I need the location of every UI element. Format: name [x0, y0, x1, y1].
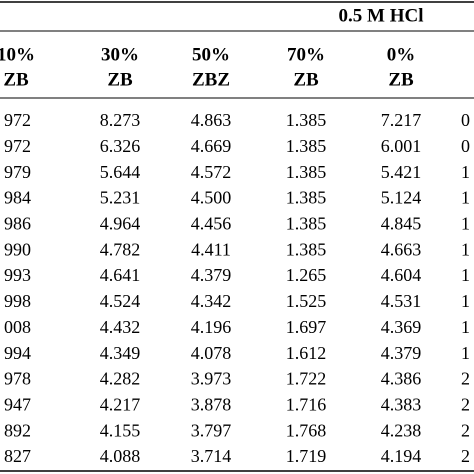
cell: 6.001 [381, 136, 422, 156]
cell: 1.265 [286, 265, 327, 285]
column-header: 70% [287, 44, 325, 65]
cell: 008 [4, 317, 31, 337]
cell: 4.194 [381, 446, 422, 466]
cell: 4.845 [381, 214, 422, 234]
cell: 998 [4, 291, 31, 311]
cell: 5.124 [381, 188, 422, 208]
column-header: 30% [101, 44, 139, 65]
cell: 1.719 [286, 446, 327, 466]
cell: 4.669 [191, 136, 232, 156]
cell: 3.878 [191, 394, 232, 414]
cell: 972 [4, 136, 31, 156]
cell: 1 [461, 239, 470, 259]
cell: 986 [4, 214, 31, 234]
column-header: ZB [293, 69, 319, 90]
cell: 1 [461, 291, 470, 311]
cell: 4.531 [381, 291, 422, 311]
cell: 4.078 [191, 343, 232, 363]
cell: 4.379 [381, 343, 422, 363]
cell: 1.385 [286, 136, 327, 156]
cell: 8.273 [100, 110, 141, 130]
cell: 4.196 [191, 317, 232, 337]
cell: 2 [461, 369, 470, 389]
cell: 892 [4, 420, 31, 440]
cell: 4.349 [100, 343, 141, 363]
cell: 4.379 [191, 265, 232, 285]
cell: 4.782 [100, 239, 141, 259]
cell: 1.525 [286, 291, 327, 311]
cell: 3.714 [191, 446, 232, 466]
cell: 1 [461, 343, 470, 363]
cell: 984 [4, 188, 31, 208]
cell: 947 [4, 394, 31, 414]
cell: 3.973 [191, 369, 232, 389]
cell: 4.217 [100, 394, 141, 414]
cell: 2 [461, 394, 470, 414]
cell: 1 [461, 265, 470, 285]
column-header: ZB [107, 69, 133, 90]
cell: 5.231 [100, 188, 141, 208]
cell: 1.697 [286, 317, 327, 337]
cell: 2 [461, 446, 470, 466]
cell: 4.282 [100, 369, 141, 389]
cell: 1.716 [286, 394, 327, 414]
cell: 4.572 [191, 162, 232, 182]
cell: 1.722 [286, 369, 327, 389]
cell: 4.155 [100, 420, 141, 440]
cell: 4.524 [100, 291, 141, 311]
cell: 0 [461, 136, 470, 156]
cell: 1.385 [286, 239, 327, 259]
column-header: 50% [192, 44, 230, 65]
cell: 1 [461, 214, 470, 234]
cell: 6.326 [100, 136, 141, 156]
cell: 4.641 [100, 265, 141, 285]
cell: 994 [4, 343, 31, 363]
cell: 4.088 [100, 446, 141, 466]
cell: 1.768 [286, 420, 327, 440]
cell: 4.411 [191, 239, 231, 259]
cell: 1.385 [286, 110, 327, 130]
cell: 972 [4, 110, 31, 130]
cell: 827 [4, 446, 31, 466]
cell: 978 [4, 369, 31, 389]
cell: 4.342 [191, 291, 232, 311]
cell: 4.386 [381, 369, 422, 389]
column-header: ZB [3, 69, 29, 90]
cell: 3.797 [191, 420, 232, 440]
column-header: ZBZ [192, 69, 230, 90]
cell: 1 [461, 317, 470, 337]
group-header: 0.5 M HCl [339, 5, 424, 26]
cell: 4.383 [381, 394, 422, 414]
cell: 990 [4, 239, 31, 259]
column-header: 10% [0, 44, 35, 65]
cell: 4.500 [191, 188, 232, 208]
cell: 4.238 [381, 420, 422, 440]
cell: 4.964 [100, 214, 141, 234]
cell: 979 [4, 162, 31, 182]
cell: 4.369 [381, 317, 422, 337]
cell: 1.385 [286, 188, 327, 208]
cell: 7.217 [381, 110, 422, 130]
cell: 1.385 [286, 162, 327, 182]
cell: 993 [4, 265, 31, 285]
cell: 4.432 [100, 317, 141, 337]
column-header: ZB [388, 69, 414, 90]
cell: 1.612 [286, 343, 327, 363]
cell: 5.644 [100, 162, 141, 182]
cell: 0 [461, 110, 470, 130]
cell: 4.456 [191, 214, 232, 234]
cell: 2 [461, 420, 470, 440]
cell: 4.604 [381, 265, 422, 285]
cell: 1.385 [286, 214, 327, 234]
cell: 5.421 [381, 162, 422, 182]
cell: 4.663 [381, 239, 422, 259]
column-header: 0% [387, 44, 416, 65]
cell: 1 [461, 188, 470, 208]
cell: 4.863 [191, 110, 232, 130]
cell: 1 [461, 162, 470, 182]
